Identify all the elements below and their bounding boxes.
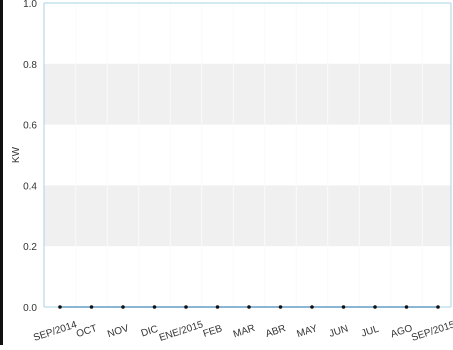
data-point-9	[341, 305, 346, 309]
data-point-12	[436, 305, 440, 309]
data-point-5	[215, 305, 220, 309]
data-point-1	[89, 305, 94, 309]
data-point-8	[310, 305, 314, 309]
data-point-4	[184, 305, 188, 309]
data-point-3	[152, 305, 157, 309]
data-point-2	[121, 305, 125, 309]
y-tick-label: 0.6	[23, 121, 37, 132]
x-tick-label: ABR	[264, 323, 287, 340]
x-tick-label: MAR	[232, 323, 257, 340]
x-tick-label: SEP/2014	[32, 319, 79, 344]
x-tick-label: NOV	[106, 323, 130, 340]
y-tick-label: 0.0	[23, 303, 37, 314]
data-point-10	[373, 305, 377, 309]
x-tick-label: FEB	[202, 323, 224, 340]
x-tick-label: OCT	[75, 323, 98, 340]
data-point-11	[404, 305, 409, 309]
y-tick-label: 1.0	[23, 0, 37, 10]
x-tick-label: ENE/2015	[158, 319, 205, 344]
y-tick-label: 0.8	[23, 60, 37, 71]
grid-band-1	[44, 63, 451, 125]
data-point-0	[58, 305, 62, 309]
grid-band-0	[44, 185, 451, 247]
x-tick-label: JUL	[360, 324, 381, 340]
x-tick-label: SEP/2015	[410, 319, 453, 344]
data-point-6	[247, 305, 251, 309]
y-tick-label: 0.2	[23, 242, 37, 253]
x-tick-label: MAY	[296, 323, 320, 340]
left-border	[0, 0, 3, 345]
x-tick-label: JUN	[328, 323, 350, 339]
y-tick-label: 0.4	[23, 181, 37, 192]
data-point-7	[278, 305, 283, 309]
x-tick-label: DIC	[140, 324, 160, 340]
y-axis-label: KW	[11, 146, 22, 163]
